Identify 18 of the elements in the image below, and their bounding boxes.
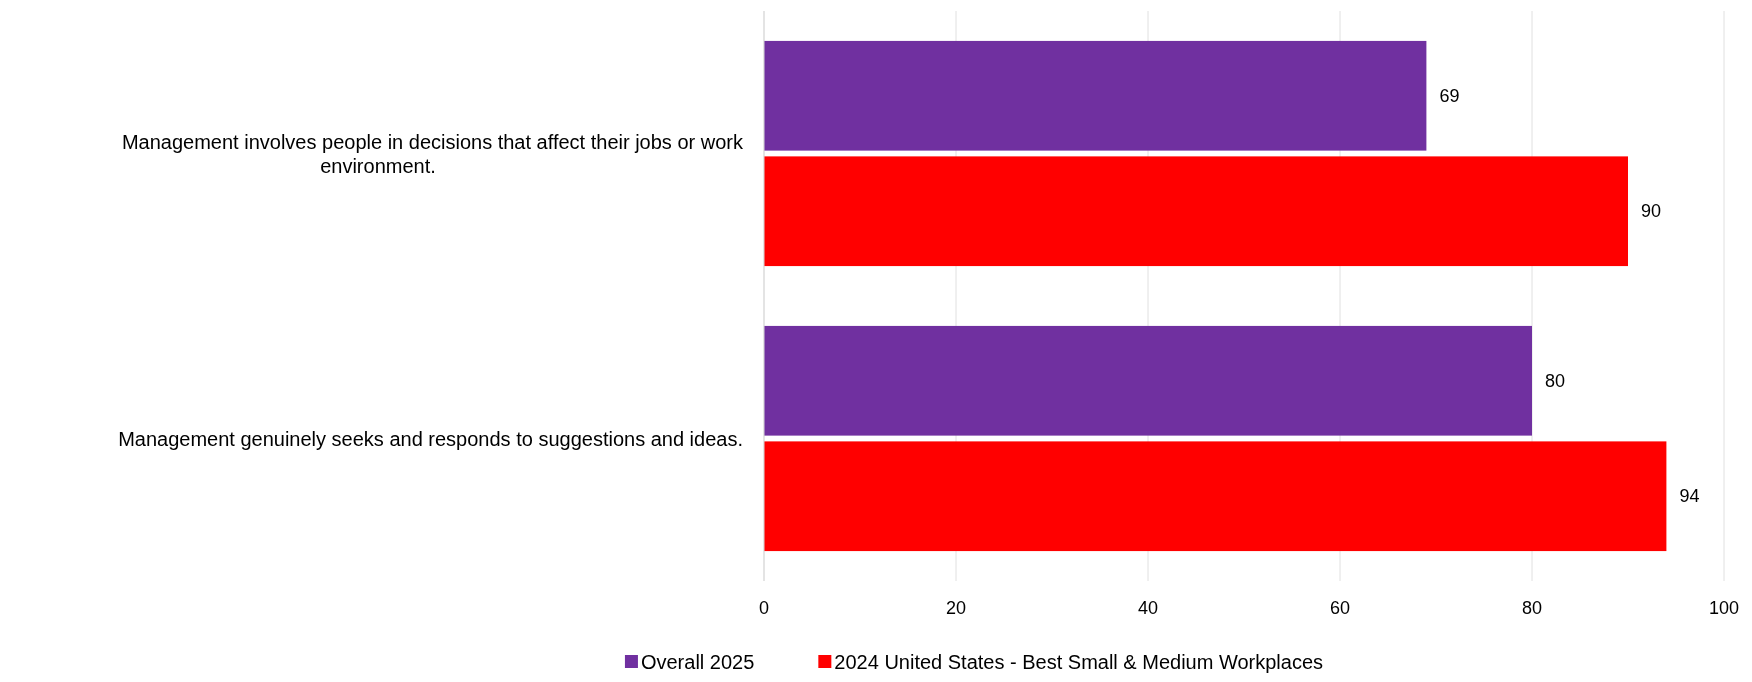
x-tick-label: 60 <box>1329 598 1351 618</box>
x-tick-label: 20 <box>945 598 967 618</box>
y-tick-label: Management genuinely seeks and responds to suggestions and ideas. <box>118 427 743 450</box>
data-label: 69 <box>1439 85 1460 106</box>
legend-label: Overall 2025 <box>640 651 755 673</box>
x-tick-label: 0 <box>758 598 770 618</box>
bar <box>764 40 1427 151</box>
legend-label: 2024 United States - Best Small & Medium Workplaces <box>834 651 1324 673</box>
bar <box>764 156 1628 267</box>
bar <box>764 441 1667 552</box>
y-tick-label: Management involves people in decisions that affect their jobs or work environment. <box>121 130 744 177</box>
x-tick-label: 40 <box>1137 598 1159 618</box>
x-tick-label: 80 <box>1521 598 1543 618</box>
x-tick-label: 100 <box>1708 598 1740 618</box>
data-label: 94 <box>1679 486 1700 507</box>
bar <box>764 325 1532 436</box>
data-label: 90 <box>1641 201 1662 222</box>
data-label: 80 <box>1545 370 1566 391</box>
